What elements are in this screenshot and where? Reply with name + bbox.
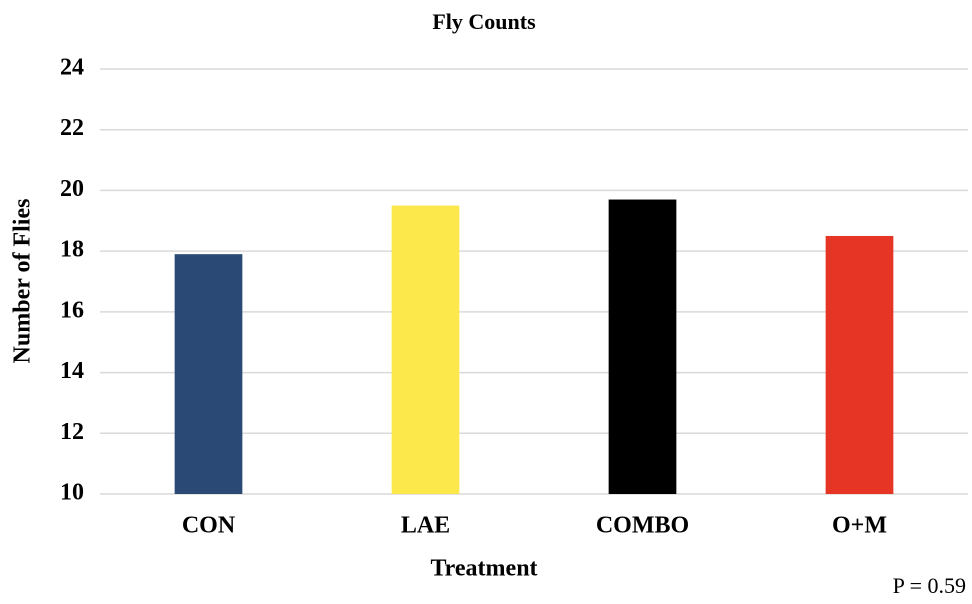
y-axis-label: Number of Flies [10,199,36,364]
y-tick-label: 16 [60,297,84,323]
annotation: P = 0.59 [893,573,966,598]
y-tick-label: 12 [60,419,84,445]
x-tick-label: O+M [832,513,887,539]
y-tick-label: 14 [60,358,84,384]
y-tick-label: 24 [60,55,84,81]
y-tick-label: 18 [60,237,84,263]
y-tick-label: 10 [60,480,84,506]
x-tick-label: COMBO [596,513,689,539]
bar [825,235,894,494]
chart-title: Fly Counts [432,9,536,34]
x-tick-label: LAE [401,513,450,539]
y-tick-label: 22 [60,115,84,141]
y-tick-label: 20 [60,176,84,202]
x-axis-label: Treatment [430,556,537,582]
bar [174,254,243,494]
bar [391,205,460,494]
bar [608,199,677,495]
x-tick-label: CON [182,513,236,539]
